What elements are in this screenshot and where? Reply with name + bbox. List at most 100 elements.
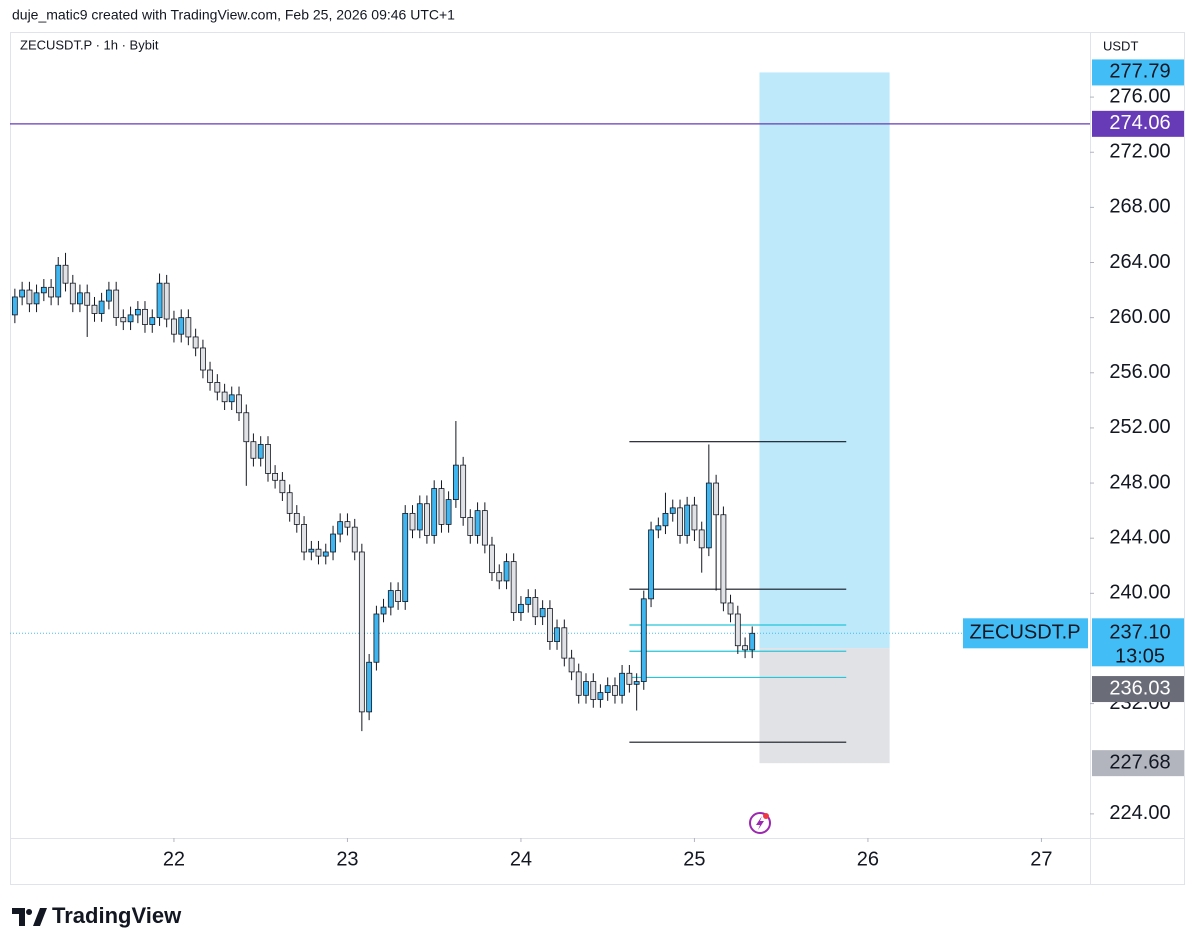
candle-body: [62, 264, 69, 284]
x-tick-label: 24: [510, 848, 532, 870]
candle-body: [604, 685, 611, 693]
x-tick-label: 26: [857, 848, 879, 870]
candle-body: [409, 512, 416, 531]
x-tick-label: 22: [163, 848, 185, 870]
candle-body: [648, 529, 654, 600]
candle-body: [48, 286, 55, 298]
candle-body: [149, 317, 156, 325]
candle-body: [279, 479, 286, 494]
candle-body: [590, 681, 597, 700]
candle-body: [257, 444, 264, 459]
target-tag-label: 277.79: [1109, 61, 1170, 83]
candle-body: [358, 551, 365, 713]
candle-body: [192, 336, 199, 349]
candle-body: [243, 412, 250, 443]
candle-body: [293, 512, 300, 525]
candle-body: [669, 507, 676, 514]
candle-body: [228, 394, 235, 403]
candle-body: [742, 645, 748, 651]
candle-body: [633, 681, 640, 685]
candle-body: [395, 590, 402, 603]
candle-body: [344, 521, 351, 528]
candle-body: [655, 525, 662, 531]
candle-body: [583, 681, 589, 696]
candle-body: [503, 561, 510, 582]
x-tick-label: 23: [336, 848, 358, 870]
candle-body: [619, 672, 625, 696]
candle-body: [84, 292, 91, 306]
candle-body: [207, 369, 213, 383]
candle-body: [554, 627, 560, 642]
candle-body: [265, 444, 271, 474]
candle-body: [568, 657, 575, 673]
candle-body: [474, 510, 481, 536]
candle-body: [380, 606, 387, 615]
currency: USDT: [1103, 38, 1138, 53]
candle-body: [416, 503, 423, 531]
candle-body: [597, 692, 604, 700]
candle-body: [662, 512, 669, 527]
logo: TradingView: [12, 903, 182, 928]
candle-body: [547, 608, 553, 642]
candle-body: [142, 308, 148, 325]
candle-body: [612, 685, 618, 696]
candle-body: [481, 510, 488, 546]
candle-body: [250, 441, 257, 459]
candle-body: [19, 289, 26, 298]
y-tick-label: 244.00: [1109, 526, 1170, 548]
candle-body: [720, 514, 727, 604]
candle-body: [113, 289, 120, 319]
alert-icon: [749, 812, 771, 834]
y-tick-label: 256.00: [1109, 361, 1170, 383]
candle-body: [525, 597, 532, 605]
candle-body: [684, 504, 691, 536]
symbol-tag-label: ZECUSDT.P: [969, 622, 1080, 644]
candle-body: [200, 347, 206, 371]
y-tick-label: 248.00: [1109, 471, 1170, 493]
candle-body: [532, 597, 539, 618]
candle-body: [387, 590, 394, 608]
candle-body: [156, 282, 163, 319]
x-tick-label: 25: [683, 848, 705, 870]
candle-body: [640, 598, 647, 682]
candle-body: [322, 551, 329, 557]
candle-body: [561, 627, 568, 659]
current-price-tag: [1092, 618, 1184, 667]
candle-body: [366, 661, 373, 713]
x-tick-label: 27: [1030, 848, 1052, 870]
plot-area: [10, 72, 1090, 764]
symbol-title: ZECUSDT.P · 1h · Bybit: [20, 37, 159, 52]
candle-body: [518, 603, 524, 614]
y-tick-label: 260.00: [1109, 306, 1170, 328]
candle-body: [178, 317, 185, 335]
candle-body: [452, 464, 459, 500]
candle-body: [11, 296, 18, 316]
candle-body: [749, 632, 756, 651]
y-tick-label: 272.00: [1109, 141, 1170, 163]
candle-body: [351, 526, 358, 553]
countdown-label: 13:05: [1115, 646, 1165, 668]
candle-body: [26, 289, 33, 305]
symbol-tag: [963, 618, 1088, 649]
candle-body: [171, 318, 177, 335]
candle-body: [489, 544, 495, 574]
candle-body: [727, 602, 734, 615]
candle-body: [40, 286, 47, 294]
y-tick-label: 252.00: [1109, 416, 1170, 438]
y-tick-label: 240.00: [1109, 582, 1170, 604]
candle-body: [467, 517, 474, 536]
candle-body: [402, 512, 409, 603]
stop-tag-label: 227.68: [1109, 751, 1170, 773]
candle-body: [438, 488, 445, 525]
candle-body: [431, 488, 438, 536]
candle-body: [496, 572, 503, 582]
candle-body: [698, 529, 705, 549]
candle-body: [301, 524, 307, 553]
candle-body: [69, 282, 76, 305]
y-tick-label: 276.00: [1109, 85, 1170, 107]
candle-body: [734, 613, 741, 647]
target-zone: [759, 72, 890, 649]
candle-body: [55, 264, 62, 298]
header-text: duje_matic9 created with TradingView.com…: [12, 7, 455, 23]
